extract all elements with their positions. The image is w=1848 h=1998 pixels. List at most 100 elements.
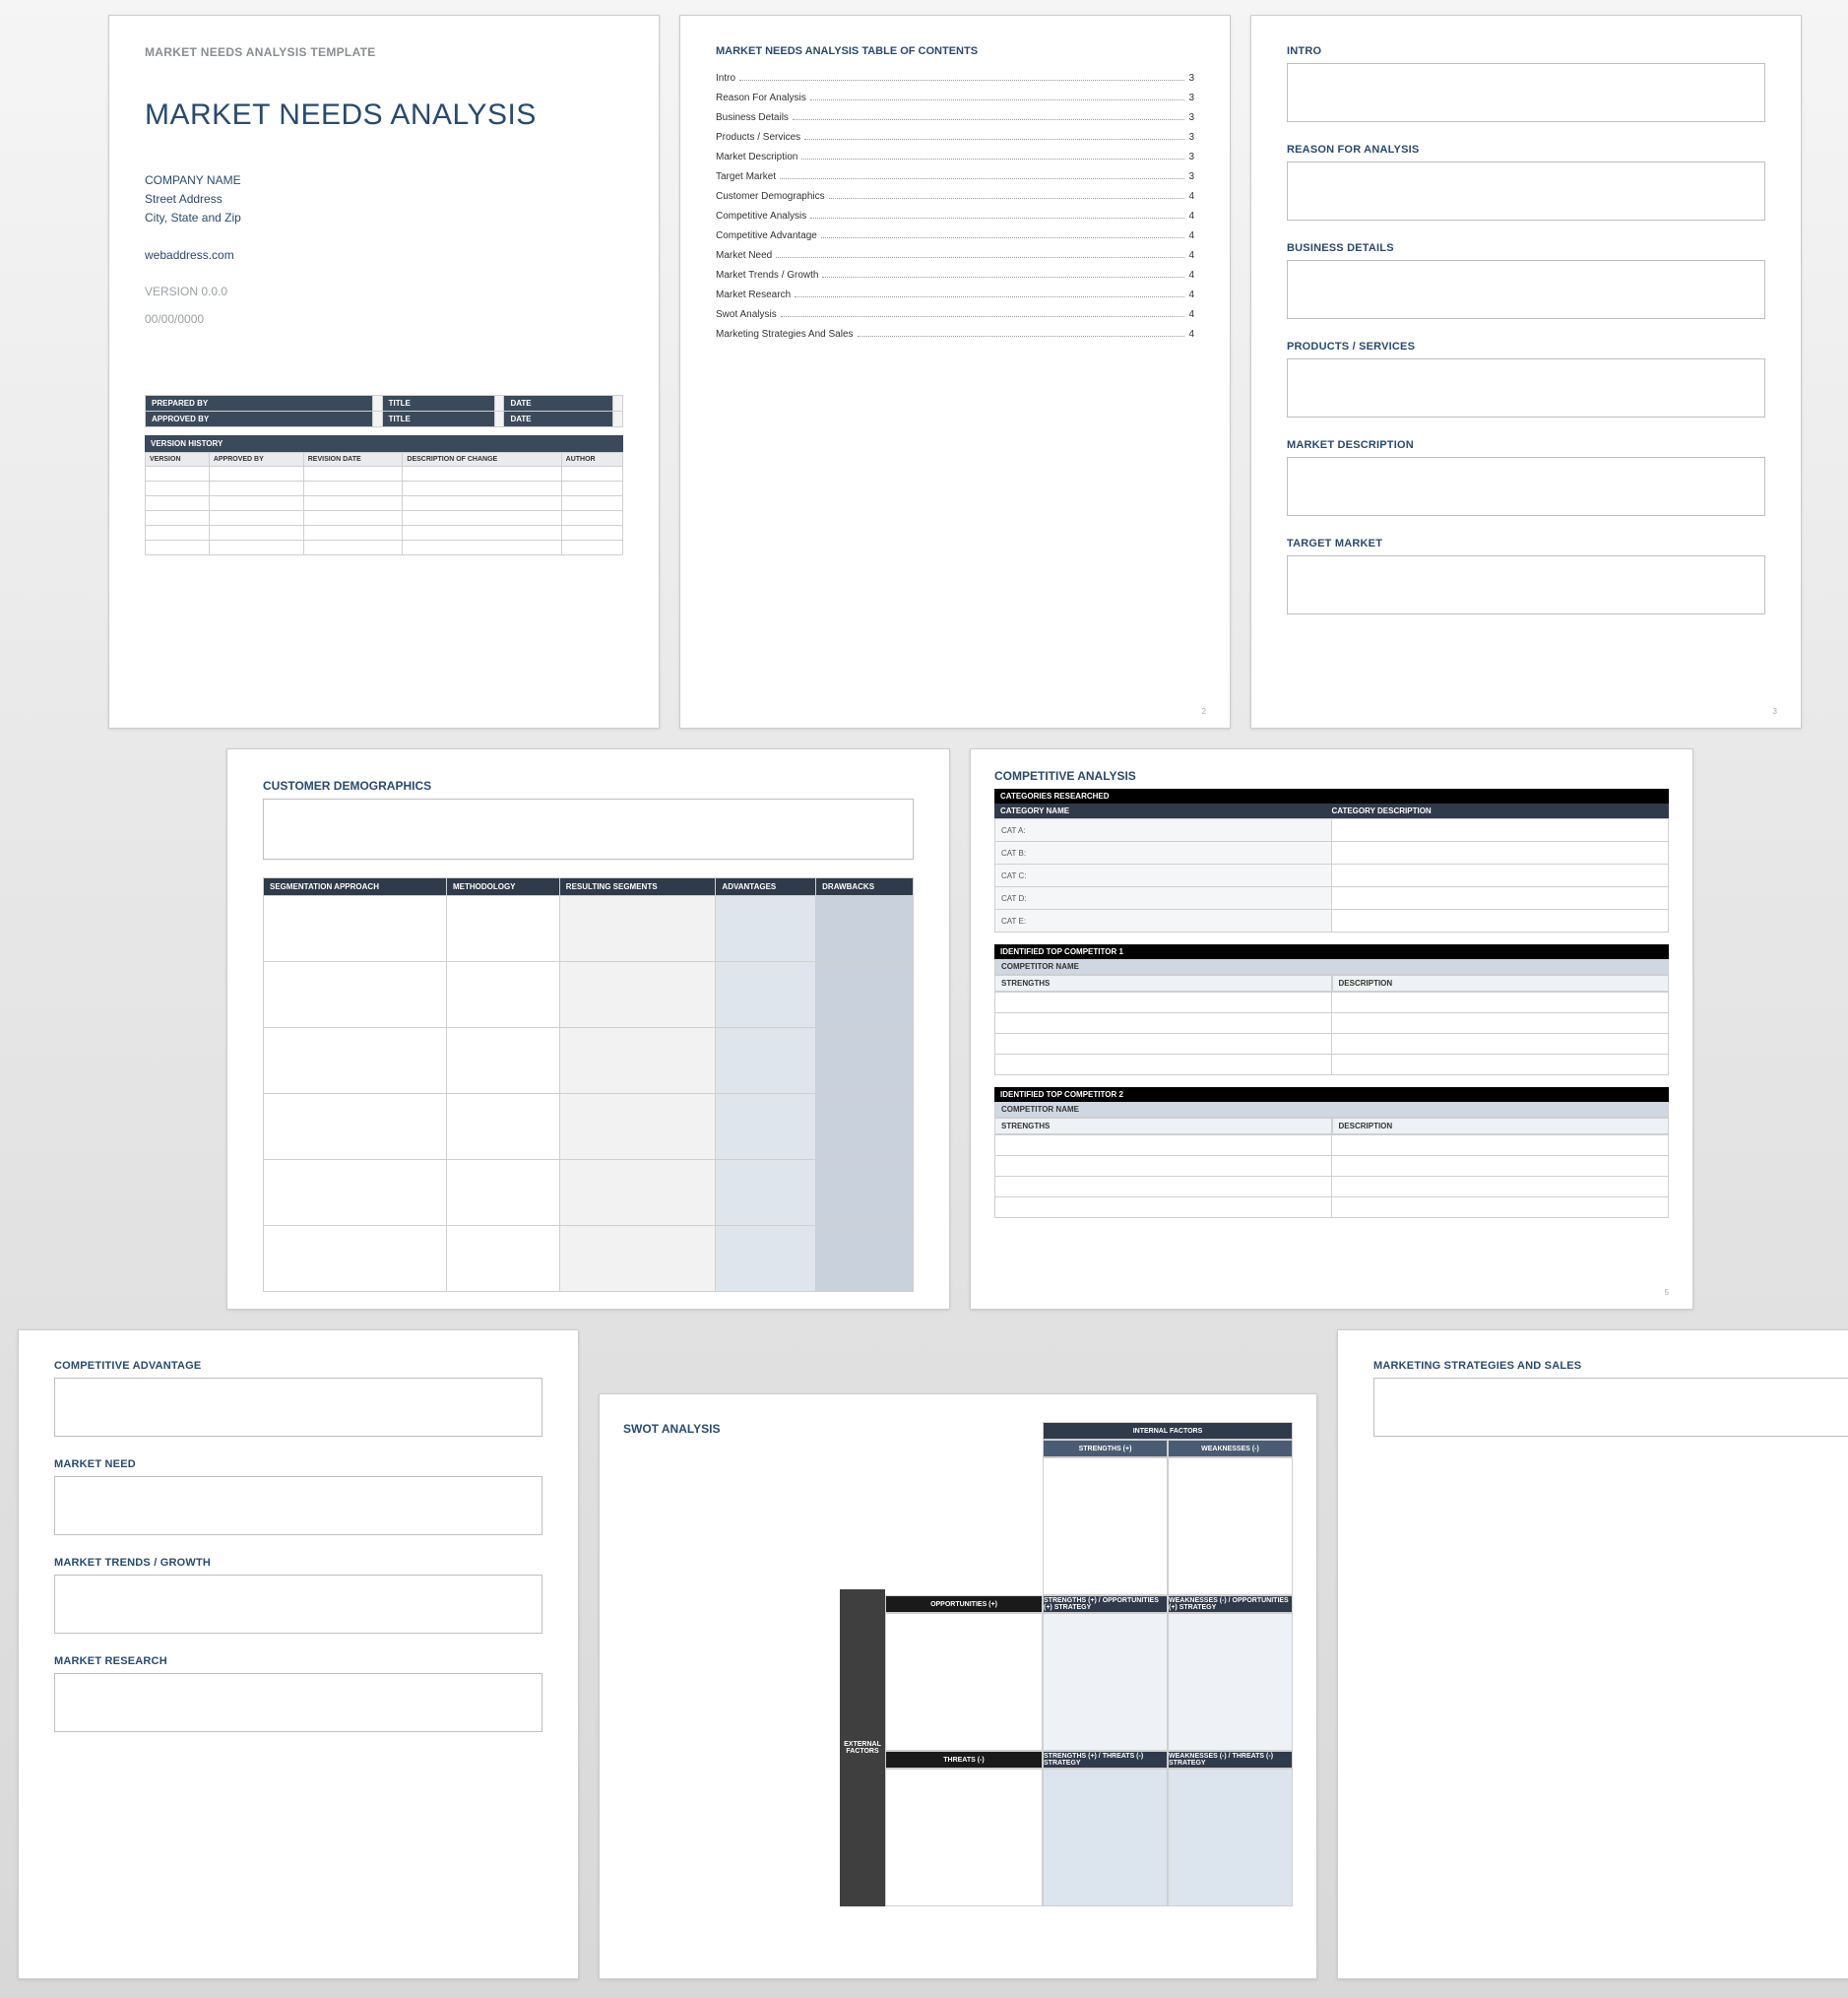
table-cell[interactable] — [403, 481, 561, 495]
table-cell[interactable] — [716, 1028, 816, 1094]
table-cell[interactable] — [264, 896, 447, 962]
table-cell[interactable] — [1332, 1013, 1669, 1034]
table-cell[interactable] — [146, 525, 210, 540]
section-textbox[interactable] — [1287, 260, 1765, 319]
category-desc-cell[interactable] — [1332, 819, 1669, 842]
table-cell[interactable] — [209, 540, 303, 554]
section-textbox[interactable] — [1373, 1378, 1848, 1437]
table-cell[interactable] — [995, 1135, 1332, 1156]
table-cell[interactable] — [446, 1226, 559, 1292]
table-cell[interactable] — [1332, 1055, 1669, 1075]
strengths-cell[interactable] — [1043, 1457, 1168, 1595]
competitor-1-name[interactable]: COMPETITOR NAME — [994, 959, 1669, 975]
table-cell[interactable] — [446, 1094, 559, 1160]
table-cell[interactable] — [146, 466, 210, 481]
table-cell[interactable] — [716, 896, 816, 962]
table-cell[interactable] — [209, 525, 303, 540]
table-cell[interactable] — [716, 962, 816, 1028]
table-cell[interactable] — [403, 540, 561, 554]
table-cell[interactable] — [561, 466, 622, 481]
section-textbox[interactable] — [1287, 555, 1765, 614]
weaknesses-cell[interactable] — [1168, 1457, 1293, 1595]
table-cell[interactable] — [816, 1160, 914, 1226]
input-cell[interactable] — [372, 395, 382, 411]
wt-cell[interactable] — [1168, 1769, 1293, 1906]
table-cell[interactable] — [264, 1094, 447, 1160]
table-cell[interactable] — [446, 962, 559, 1028]
demographics-textbox[interactable] — [263, 799, 914, 860]
table-cell[interactable] — [995, 1055, 1332, 1075]
input-cell[interactable] — [613, 395, 623, 411]
table-cell[interactable] — [995, 1177, 1332, 1197]
table-cell[interactable] — [303, 540, 403, 554]
category-desc-cell[interactable] — [1332, 842, 1669, 865]
table-cell[interactable] — [446, 1160, 559, 1226]
table-cell[interactable] — [209, 481, 303, 495]
table-cell[interactable] — [559, 1160, 716, 1226]
threats-cell[interactable] — [885, 1769, 1043, 1906]
table-cell[interactable] — [446, 1028, 559, 1094]
table-cell[interactable] — [1332, 1177, 1669, 1197]
table-cell[interactable] — [264, 1226, 447, 1292]
table-cell[interactable] — [303, 525, 403, 540]
table-cell[interactable] — [995, 1013, 1332, 1034]
wo-cell[interactable] — [1168, 1613, 1293, 1751]
table-cell[interactable] — [716, 1226, 816, 1292]
table-cell[interactable] — [403, 466, 561, 481]
table-cell[interactable] — [446, 896, 559, 962]
table-cell[interactable] — [995, 1156, 1332, 1177]
category-desc-cell[interactable] — [1332, 887, 1669, 910]
table-cell[interactable] — [816, 962, 914, 1028]
table-cell[interactable] — [561, 510, 622, 525]
section-textbox[interactable] — [54, 1575, 542, 1634]
table-cell[interactable] — [561, 540, 622, 554]
section-textbox[interactable] — [1287, 358, 1765, 418]
section-textbox[interactable] — [54, 1476, 542, 1535]
category-desc-cell[interactable] — [1332, 910, 1669, 933]
input-cell[interactable] — [613, 411, 623, 426]
table-cell[interactable] — [209, 510, 303, 525]
table-cell[interactable] — [303, 510, 403, 525]
section-textbox[interactable] — [54, 1673, 542, 1732]
table-cell[interactable] — [1332, 993, 1669, 1013]
table-cell[interactable] — [303, 466, 403, 481]
table-cell[interactable] — [146, 510, 210, 525]
table-cell[interactable] — [264, 962, 447, 1028]
table-cell[interactable] — [264, 1160, 447, 1226]
table-cell[interactable] — [816, 1226, 914, 1292]
table-cell[interactable] — [561, 495, 622, 510]
table-cell[interactable] — [403, 525, 561, 540]
table-cell[interactable] — [816, 896, 914, 962]
table-cell[interactable] — [716, 1160, 816, 1226]
table-cell[interactable] — [559, 896, 716, 962]
input-cell[interactable] — [494, 395, 504, 411]
section-textbox[interactable] — [1287, 161, 1765, 221]
input-cell[interactable] — [372, 411, 382, 426]
category-desc-cell[interactable] — [1332, 865, 1669, 887]
table-cell[interactable] — [1332, 1135, 1669, 1156]
table-cell[interactable] — [303, 481, 403, 495]
table-cell[interactable] — [559, 962, 716, 1028]
table-cell[interactable] — [561, 525, 622, 540]
table-cell[interactable] — [146, 495, 210, 510]
table-cell[interactable] — [561, 481, 622, 495]
table-cell[interactable] — [1332, 1156, 1669, 1177]
input-cell[interactable] — [494, 411, 504, 426]
table-cell[interactable] — [264, 1028, 447, 1094]
table-cell[interactable] — [1332, 1197, 1669, 1218]
section-textbox[interactable] — [1287, 63, 1765, 122]
table-cell[interactable] — [716, 1094, 816, 1160]
table-cell[interactable] — [209, 495, 303, 510]
st-cell[interactable] — [1043, 1769, 1168, 1906]
table-cell[interactable] — [303, 495, 403, 510]
table-cell[interactable] — [559, 1226, 716, 1292]
table-cell[interactable] — [816, 1094, 914, 1160]
section-textbox[interactable] — [1287, 457, 1765, 516]
table-cell[interactable] — [146, 540, 210, 554]
table-cell[interactable] — [403, 495, 561, 510]
table-cell[interactable] — [995, 1034, 1332, 1055]
table-cell[interactable] — [816, 1028, 914, 1094]
table-cell[interactable] — [559, 1094, 716, 1160]
section-textbox[interactable] — [54, 1378, 542, 1437]
table-cell[interactable] — [995, 1197, 1332, 1218]
